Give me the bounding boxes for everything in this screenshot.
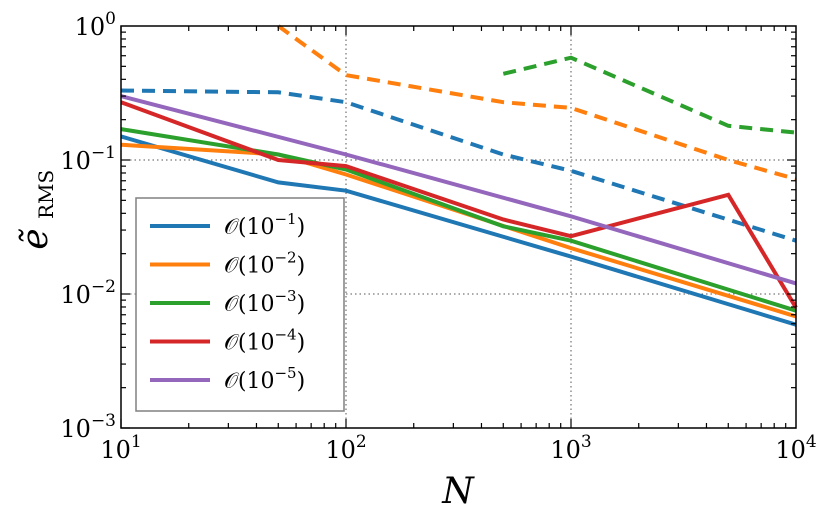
legend: 𝒪(10−1) 𝒪(10−2) 𝒪(10−3) 𝒪(10−4) 𝒪(10−5) [135, 197, 345, 412]
y-tick-label: 10−3 [60, 411, 116, 443]
legend-label-3: 𝒪(10−3) [224, 287, 305, 317]
series-line-2 [120, 142, 797, 319]
y-tick-label: 10−1 [60, 143, 116, 175]
y-tick-label: 100 [75, 9, 116, 41]
x-tick-label: 102 [325, 432, 366, 464]
x-tick-label: 104 [775, 432, 816, 464]
ticks [120, 26, 796, 429]
series-dashed-line-3 [502, 55, 797, 135]
y-axis-label-group: ẽ RMS [15, 170, 58, 250]
x-tick-label: 103 [550, 432, 591, 464]
y-tick-label: 10−2 [60, 277, 116, 309]
series-dashed-line-1 [120, 88, 797, 243]
tick-labels: 101 102 103 104 100 10−1 10−2 10−3 [60, 9, 816, 464]
legend-label-2: 𝒪(10−2) [224, 249, 305, 279]
x-axis-label: N [441, 471, 475, 512]
series-line-5 [120, 94, 797, 286]
legend-label-4: 𝒪(10−4) [224, 326, 305, 356]
series-line-4 [120, 100, 798, 309]
legend-label-5: 𝒪(10−5) [224, 364, 305, 394]
series-dashed-line-2 [277, 24, 797, 182]
y-axis-label-sub: RMS [34, 170, 58, 219]
plot-frame [120, 25, 797, 429]
y-axis-label: ẽ [15, 228, 56, 249]
series-line-1 [120, 134, 797, 327]
x-tick-label: 101 [100, 432, 141, 464]
legend-label-1: 𝒪(10−1) [224, 210, 305, 240]
series-group [120, 24, 798, 327]
